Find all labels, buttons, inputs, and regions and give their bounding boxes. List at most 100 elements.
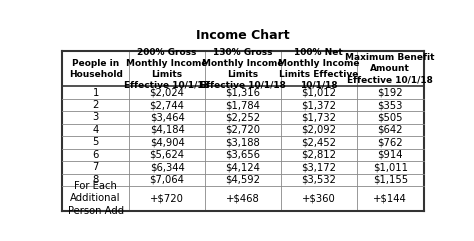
Text: $2,812: $2,812 bbox=[301, 150, 337, 160]
Text: $1,372: $1,372 bbox=[301, 100, 337, 110]
Bar bbox=[281, 149, 357, 161]
Text: $5,624: $5,624 bbox=[149, 150, 184, 160]
Bar bbox=[62, 136, 129, 149]
Bar bbox=[62, 186, 129, 211]
Text: $4,184: $4,184 bbox=[150, 125, 184, 135]
Text: $3,656: $3,656 bbox=[226, 150, 260, 160]
Text: People in
Household: People in Household bbox=[69, 59, 123, 79]
Bar bbox=[205, 111, 281, 124]
Text: 2: 2 bbox=[92, 100, 99, 110]
Text: +$468: +$468 bbox=[226, 194, 260, 203]
Text: $2,744: $2,744 bbox=[150, 100, 184, 110]
Text: $2,720: $2,720 bbox=[226, 125, 260, 135]
Text: $3,532: $3,532 bbox=[301, 175, 336, 185]
Bar bbox=[205, 149, 281, 161]
Bar bbox=[205, 186, 281, 211]
Bar bbox=[357, 124, 424, 136]
Text: +$144: +$144 bbox=[374, 194, 407, 203]
Text: $642: $642 bbox=[377, 125, 403, 135]
Bar bbox=[129, 124, 205, 136]
Text: $1,316: $1,316 bbox=[226, 87, 260, 98]
Bar bbox=[357, 99, 424, 111]
Bar bbox=[281, 51, 357, 86]
Bar bbox=[129, 86, 205, 99]
Text: Maximum Benefit
Amount
Effective 10/1/18: Maximum Benefit Amount Effective 10/1/18 bbox=[346, 53, 435, 84]
Bar bbox=[281, 161, 357, 174]
Text: $3,172: $3,172 bbox=[301, 162, 337, 172]
Bar bbox=[129, 149, 205, 161]
Bar bbox=[205, 161, 281, 174]
Bar bbox=[129, 99, 205, 111]
Text: 4: 4 bbox=[92, 125, 99, 135]
Text: $2,252: $2,252 bbox=[225, 113, 261, 122]
Bar bbox=[62, 124, 129, 136]
Bar bbox=[129, 51, 205, 86]
Bar bbox=[281, 136, 357, 149]
Text: $505: $505 bbox=[377, 113, 403, 122]
Text: 1: 1 bbox=[92, 87, 99, 98]
Bar bbox=[62, 149, 129, 161]
Text: $1,155: $1,155 bbox=[373, 175, 408, 185]
Bar bbox=[357, 161, 424, 174]
Text: 8: 8 bbox=[92, 175, 99, 185]
Bar bbox=[129, 111, 205, 124]
Text: $353: $353 bbox=[377, 100, 403, 110]
Bar bbox=[281, 186, 357, 211]
Text: $4,592: $4,592 bbox=[226, 175, 260, 185]
Text: $6,344: $6,344 bbox=[150, 162, 184, 172]
Bar bbox=[205, 136, 281, 149]
Bar bbox=[205, 51, 281, 86]
Text: $2,452: $2,452 bbox=[301, 137, 337, 147]
Text: $192: $192 bbox=[377, 87, 403, 98]
Bar bbox=[357, 186, 424, 211]
Bar bbox=[62, 174, 129, 186]
Text: $7,064: $7,064 bbox=[150, 175, 184, 185]
Text: $1,732: $1,732 bbox=[301, 113, 337, 122]
Text: 5: 5 bbox=[92, 137, 99, 147]
Bar bbox=[62, 86, 129, 99]
Bar bbox=[357, 86, 424, 99]
Text: $4,904: $4,904 bbox=[150, 137, 184, 147]
Bar bbox=[62, 99, 129, 111]
Text: $2,092: $2,092 bbox=[301, 125, 337, 135]
Bar bbox=[62, 111, 129, 124]
Text: $914: $914 bbox=[377, 150, 403, 160]
Text: $1,784: $1,784 bbox=[226, 100, 260, 110]
Text: $1,012: $1,012 bbox=[301, 87, 337, 98]
Bar bbox=[62, 51, 129, 86]
Text: $2,024: $2,024 bbox=[150, 87, 184, 98]
Text: 130% Gross
Monthly Income
Limits
Effective 10/1/18: 130% Gross Monthly Income Limits Effecti… bbox=[200, 47, 286, 90]
Text: $4,124: $4,124 bbox=[226, 162, 260, 172]
Bar bbox=[129, 174, 205, 186]
Bar bbox=[205, 99, 281, 111]
Bar bbox=[357, 174, 424, 186]
Text: +$720: +$720 bbox=[150, 194, 184, 203]
Text: +$360: +$360 bbox=[302, 194, 336, 203]
Bar bbox=[281, 111, 357, 124]
Text: 7: 7 bbox=[92, 162, 99, 172]
Text: 100% Net
Monthly Income
Limits Effective
10/1/18: 100% Net Monthly Income Limits Effective… bbox=[278, 47, 360, 90]
Text: Income Chart: Income Chart bbox=[196, 29, 290, 42]
Text: 6: 6 bbox=[92, 150, 99, 160]
Bar bbox=[281, 124, 357, 136]
Bar bbox=[129, 186, 205, 211]
Text: $1,011: $1,011 bbox=[373, 162, 408, 172]
Text: $3,188: $3,188 bbox=[226, 137, 260, 147]
Bar bbox=[357, 149, 424, 161]
Bar bbox=[129, 161, 205, 174]
Bar bbox=[357, 111, 424, 124]
Bar bbox=[357, 136, 424, 149]
Text: 3: 3 bbox=[92, 113, 99, 122]
Text: 200% Gross
Monthly Income
Limits
Effective 10/1/18: 200% Gross Monthly Income Limits Effecti… bbox=[124, 47, 210, 90]
Bar bbox=[281, 86, 357, 99]
Text: For Each
Additional
Person Add: For Each Additional Person Add bbox=[68, 181, 124, 216]
Bar bbox=[62, 161, 129, 174]
Bar bbox=[281, 99, 357, 111]
Bar bbox=[205, 174, 281, 186]
Bar bbox=[129, 136, 205, 149]
Bar bbox=[281, 174, 357, 186]
Text: $3,464: $3,464 bbox=[150, 113, 184, 122]
Bar bbox=[357, 51, 424, 86]
Text: $762: $762 bbox=[377, 137, 403, 147]
Bar bbox=[205, 86, 281, 99]
